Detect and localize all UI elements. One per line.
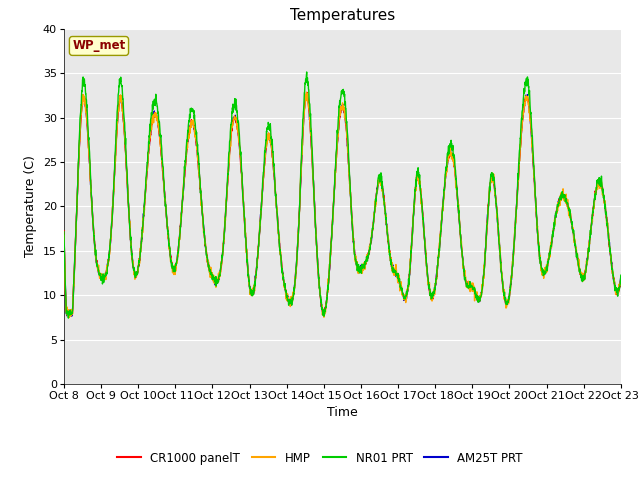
Legend: CR1000 panelT, HMP, NR01 PRT, AM25T PRT: CR1000 panelT, HMP, NR01 PRT, AM25T PRT [113,447,527,469]
Y-axis label: Temperature (C): Temperature (C) [24,156,37,257]
X-axis label: Time: Time [327,407,358,420]
Text: WP_met: WP_met [72,39,125,52]
Title: Temperatures: Temperatures [290,9,395,24]
